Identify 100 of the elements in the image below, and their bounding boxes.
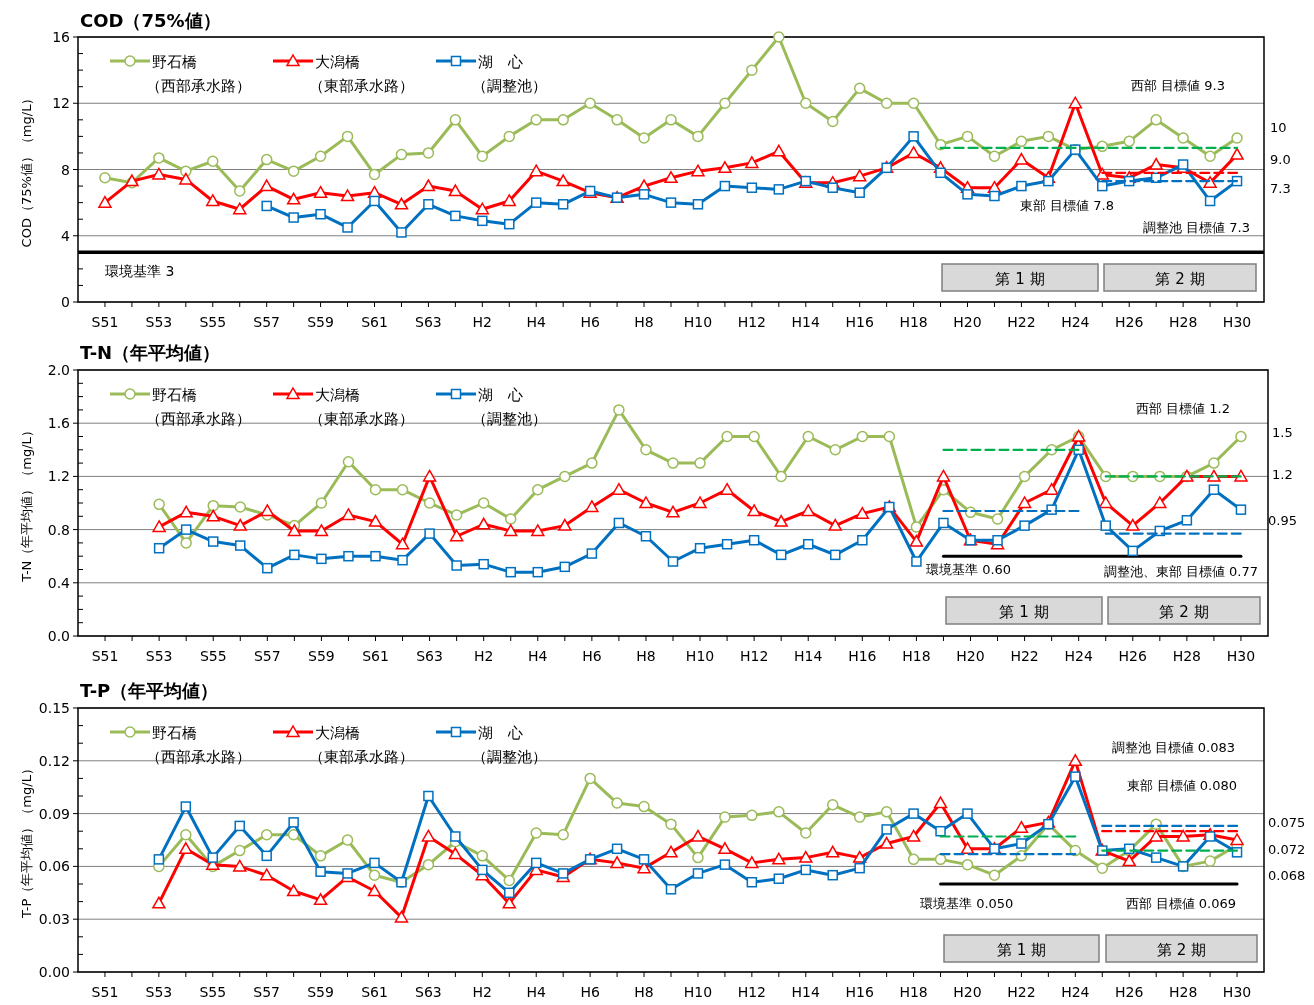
annotation: 第 1 期 — [996, 940, 1047, 959]
text: 7.3 — [1270, 181, 1291, 196]
y-tick-label: 0.12 — [38, 752, 70, 769]
annotation: 東部 目標値 7.8 — [1020, 198, 1114, 213]
annotation: 環境基準 0.60 — [926, 562, 1012, 577]
x-tick-label: H30 — [1226, 648, 1256, 664]
chart-title: T-P（年平均値） — [80, 680, 219, 701]
legend-label: 野石橋（西部承水路） — [146, 53, 251, 95]
x-tick-label: H4 — [528, 648, 548, 664]
annotation: 第 2 期 — [1156, 940, 1207, 959]
text: 0.072 — [1268, 842, 1306, 857]
x-tick-label: H2 — [472, 314, 493, 330]
x-tick-label: S61 — [361, 984, 388, 1000]
annotation: 西部 目標値 0.069 — [1125, 896, 1236, 911]
x-tick-label: H14 — [794, 648, 823, 664]
x-tick-label: H18 — [902, 648, 931, 664]
x-tick-label: S55 — [199, 648, 227, 664]
y-tick-label: 4 — [61, 227, 71, 244]
text: 0.068 — [1268, 868, 1306, 883]
ref-line-label: 環境基準 3 — [105, 263, 175, 279]
annotation: 第 2 期 — [1155, 269, 1205, 288]
chart-title: T-N（年平均値） — [80, 342, 221, 363]
x-tick-label: H12 — [739, 648, 769, 664]
annotation: 西部 目標値 1.2 — [1136, 401, 1230, 416]
x-tick-label: H22 — [1007, 314, 1036, 330]
x-tick-label: S57 — [253, 314, 281, 330]
y-tick-label: 0.0 — [47, 628, 70, 644]
x-tick-label: H18 — [899, 314, 928, 330]
x-tick-label: H24 — [1061, 984, 1090, 1000]
x-tick-label: H24 — [1061, 314, 1090, 330]
x-tick-label: H26 — [1115, 314, 1144, 330]
y-tick-label: 1.2 — [47, 468, 70, 485]
y-axis-title: T-P（年平均値）（mg/L） — [19, 762, 34, 919]
y-tick-label: 0 — [61, 294, 70, 310]
text: 9.0 — [1270, 152, 1291, 167]
x-tick-label: S53 — [145, 648, 173, 664]
x-tick-label: H22 — [1007, 984, 1036, 1000]
y-tick-label: 8 — [61, 161, 70, 178]
x-tick-label: H16 — [845, 984, 874, 1000]
x-tick-label: S53 — [145, 314, 173, 330]
x-tick-label: S51 — [91, 984, 119, 1000]
text: 1.5 — [1272, 425, 1293, 440]
y-tick-label: 0.06 — [38, 858, 71, 875]
x-tick-label: S59 — [308, 648, 335, 664]
legend-label: 野石橋（西部承水路） — [146, 386, 251, 428]
x-tick-label: S63 — [415, 314, 442, 330]
legend-label: 湖 心（調整池） — [472, 386, 547, 428]
x-tick-label: H8 — [634, 314, 654, 330]
x-tick-label: H10 — [685, 648, 715, 664]
x-tick-label: H12 — [737, 314, 767, 330]
x-tick-label: H14 — [791, 984, 821, 1000]
x-tick-label: H30 — [1222, 984, 1252, 1000]
legend-label: 大潟橋（東部承水路） — [309, 53, 414, 95]
text: 1.2 — [1272, 467, 1293, 482]
x-tick-label: H20 — [956, 648, 985, 664]
x-tick-label: S57 — [253, 984, 281, 1000]
x-tick-label: H10 — [683, 314, 713, 330]
annotation: 東部 目標値 0.080 — [1126, 778, 1237, 793]
x-tick-label: H20 — [953, 984, 982, 1000]
x-tick-label: H28 — [1168, 984, 1198, 1000]
annotation: 調整池 目標値 0.083 — [1111, 740, 1235, 755]
y-tick-label: 0.8 — [47, 521, 70, 538]
x-tick-label: H4 — [526, 314, 547, 330]
x-tick-label: S61 — [362, 648, 389, 664]
x-tick-label: S57 — [253, 648, 281, 664]
y-tick-label: 0.4 — [47, 574, 71, 591]
x-tick-label: H22 — [1010, 648, 1039, 664]
x-tick-label: H18 — [899, 984, 928, 1000]
x-tick-label: H26 — [1118, 648, 1148, 664]
x-tick-label: H12 — [737, 984, 767, 1000]
x-tick-label: S53 — [145, 984, 173, 1000]
annotation: 調整池、東部 目標値 0.77 — [1103, 564, 1258, 579]
legend-label: 大潟橋（東部承水路） — [309, 724, 414, 766]
x-tick-label: H16 — [845, 314, 874, 330]
x-tick-label: H20 — [953, 314, 982, 330]
x-tick-label: S51 — [91, 314, 119, 330]
x-tick-label: H6 — [580, 314, 600, 330]
x-tick-label: H26 — [1115, 984, 1144, 1000]
legend-label: 湖 心（調整池） — [472, 53, 547, 95]
annotation: 調整池 目標値 7.3 — [1143, 220, 1250, 235]
x-tick-label: S55 — [199, 314, 227, 330]
x-tick-label: H6 — [582, 648, 602, 664]
x-tick-label: H30 — [1222, 314, 1252, 330]
x-tick-label: H10 — [683, 984, 713, 1000]
y-axis-title: T-N（年平均値）（mg/L） — [19, 424, 34, 583]
legend-label: 湖 心（調整池） — [472, 724, 547, 766]
text: 0.075 — [1268, 815, 1306, 830]
x-tick-label: H28 — [1172, 648, 1202, 664]
y-tick-label: 12 — [52, 95, 70, 112]
x-tick-label: H6 — [580, 984, 600, 1000]
legend-label: 大潟橋（東部承水路） — [309, 386, 414, 428]
x-tick-label: H2 — [473, 648, 494, 664]
annotation: 環境基準 0.050 — [920, 896, 1014, 911]
x-tick-label: H8 — [634, 984, 654, 1000]
legend-label: 野石橋（西部承水路） — [146, 724, 251, 766]
y-tick-label: 0.00 — [38, 964, 70, 980]
x-tick-label: H4 — [526, 984, 547, 1000]
annotation: 第 2 期 — [1159, 602, 1209, 621]
x-tick-label: S55 — [199, 984, 227, 1000]
x-tick-label: S59 — [307, 314, 334, 330]
